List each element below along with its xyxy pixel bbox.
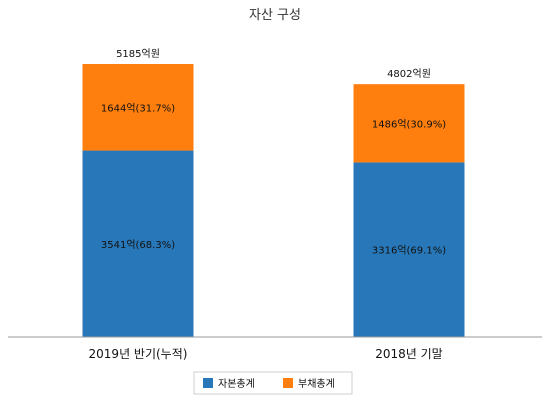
bar-total-label: 5185억원 bbox=[116, 48, 160, 60]
category-label: 2018년 기말 bbox=[375, 347, 442, 361]
legend: 자본총계 부채총계 bbox=[193, 371, 353, 395]
bar-segment-equity-0 bbox=[82, 150, 194, 337]
category-label: 2019년 반기(누적) bbox=[89, 347, 188, 361]
bar-segment-liabilities-1 bbox=[353, 84, 465, 163]
chart-title: 자산 구성 bbox=[249, 8, 301, 23]
category-labels: 2019년 반기(누적) 2018년 기말 bbox=[89, 347, 443, 361]
legend-label-liabilities: 부채총계 bbox=[298, 378, 335, 390]
bar-total-label: 4802억원 bbox=[387, 68, 431, 80]
segment-value-label: 3541억(68.3%) bbox=[101, 239, 175, 251]
legend-box bbox=[193, 371, 353, 395]
legend-label-equity: 자본총계 bbox=[218, 378, 255, 390]
bar-segment-liabilities-0 bbox=[82, 64, 194, 151]
bar-segment-equity-1 bbox=[353, 162, 465, 337]
segment-value-label: 1644억(31.7%) bbox=[101, 102, 175, 114]
segment-value-label: 1486억(30.9%) bbox=[372, 118, 446, 130]
legend-swatch-equity bbox=[203, 378, 213, 388]
segment-value-label: 3316억(69.1%) bbox=[372, 245, 446, 257]
legend-swatch-liabilities bbox=[283, 378, 293, 388]
bars-group: 3541억(68.3%) 1644억(31.7%) 5185억원 3316억(69.1… bbox=[82, 48, 465, 337]
